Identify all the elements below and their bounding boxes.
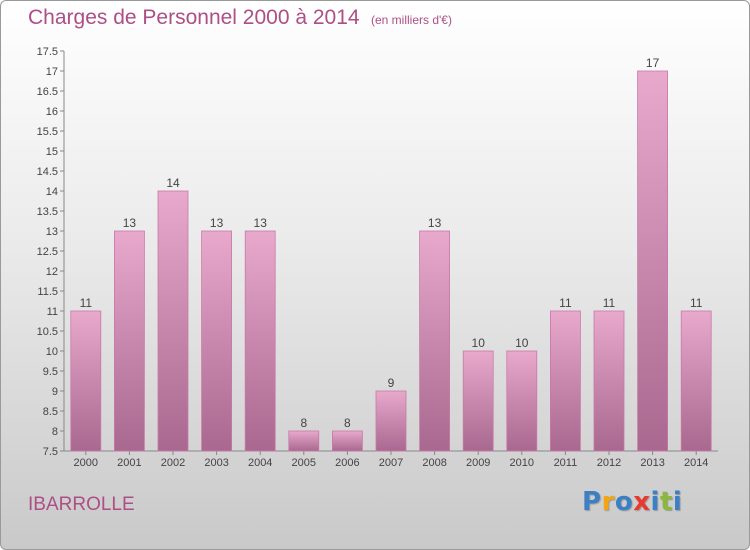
- bar-2009: [462, 350, 494, 452]
- logo-letter: i: [650, 487, 660, 517]
- y-tick-label: 14: [46, 186, 58, 198]
- value-label: 8: [300, 416, 307, 430]
- y-tick-label: 16.5: [37, 86, 58, 98]
- y-tick-label: 11: [47, 306, 58, 318]
- chart-value-labels: 11 13 14 13 13 8 8 9 13 10 10 11 11 17 11: [80, 56, 703, 430]
- commune-name: IBARROLLE: [28, 494, 135, 515]
- bar-2004: [244, 230, 276, 452]
- value-label: 13: [210, 216, 224, 230]
- bar-2014: [680, 310, 712, 452]
- value-label: 13: [123, 216, 137, 230]
- logo-letter: r: [601, 487, 615, 517]
- value-label: 13: [254, 216, 268, 230]
- value-label: 11: [559, 296, 572, 310]
- y-tick-label: 12: [46, 266, 58, 278]
- value-label: 11: [80, 296, 93, 310]
- y-tick-label: 12.5: [37, 246, 58, 258]
- x-tick-label: 2010: [510, 457, 534, 469]
- y-tick-label: 10.5: [37, 326, 58, 338]
- y-tick-label: 17: [46, 66, 58, 78]
- y-tick-label: 13.5: [37, 206, 58, 218]
- bar-2005: [288, 430, 320, 452]
- y-tick-label: 13: [46, 226, 58, 238]
- x-tick-label: 2000: [74, 457, 98, 469]
- y-tick-label: 11.5: [37, 286, 58, 298]
- value-label: 11: [690, 296, 703, 310]
- y-tick-label: 8.5: [43, 406, 58, 418]
- y-tick-label: 15: [46, 146, 58, 158]
- proxiti-logo: Proxiti: [582, 487, 682, 517]
- logo-letter: t: [659, 487, 673, 517]
- y-tick-label: 9: [52, 386, 58, 398]
- logo-letter: o: [614, 487, 634, 517]
- x-tick-label: 2002: [161, 457, 185, 469]
- value-label: 17: [646, 56, 660, 70]
- value-label: 10: [515, 336, 529, 350]
- x-tick-label: 2005: [292, 457, 316, 469]
- x-tick-label: 2009: [466, 457, 490, 469]
- y-tick-label: 8: [52, 426, 58, 438]
- value-label: 8: [344, 416, 351, 430]
- value-label: 11: [603, 296, 616, 310]
- x-tick-label: 2011: [554, 457, 578, 469]
- x-tick-label: 2007: [379, 457, 403, 469]
- y-tick-label: 9.5: [43, 366, 58, 378]
- value-label: 9: [388, 376, 395, 390]
- y-tick-label: 16: [46, 106, 58, 118]
- bar-2006: [331, 430, 363, 452]
- chart-bars: [70, 70, 712, 452]
- logo-letter: P: [582, 487, 602, 517]
- y-tick-label: 10: [46, 346, 58, 358]
- x-tick-label: 2008: [422, 457, 446, 469]
- y-tick-label: 14.5: [37, 166, 58, 178]
- value-label: 13: [428, 216, 442, 230]
- bar-2000: [70, 310, 102, 452]
- x-tick-label: 2013: [640, 457, 664, 469]
- x-tick-label: 2006: [335, 457, 359, 469]
- bar-2012: [593, 310, 625, 452]
- bar-2007: [375, 390, 407, 452]
- chart-title: Charges de Personnel 2000 à 2014: [28, 6, 360, 29]
- bar-2013: [637, 70, 668, 452]
- chart-subtitle: (en milliers d'€): [371, 13, 452, 27]
- x-tick-label: 2001: [117, 457, 141, 469]
- y-tick-label: 17.5: [37, 46, 58, 58]
- bar-2011: [550, 310, 581, 452]
- value-label: 10: [472, 336, 486, 350]
- bar-2003: [201, 230, 233, 452]
- x-tick-label: 2004: [248, 457, 272, 469]
- bar-2008: [419, 230, 451, 452]
- x-tick-label: 2003: [204, 457, 228, 469]
- logo-letter: i: [672, 487, 683, 517]
- value-label: 14: [166, 176, 180, 190]
- y-tick-label: 7.5: [43, 446, 58, 458]
- bar-2001: [114, 230, 145, 452]
- logo-letter: x: [633, 487, 651, 517]
- y-tick-label: 15.5: [37, 126, 58, 138]
- bar-2002: [157, 190, 189, 452]
- bar-2010: [506, 350, 538, 452]
- x-tick-label: 2014: [684, 457, 708, 469]
- x-tick-label: 2012: [597, 457, 621, 469]
